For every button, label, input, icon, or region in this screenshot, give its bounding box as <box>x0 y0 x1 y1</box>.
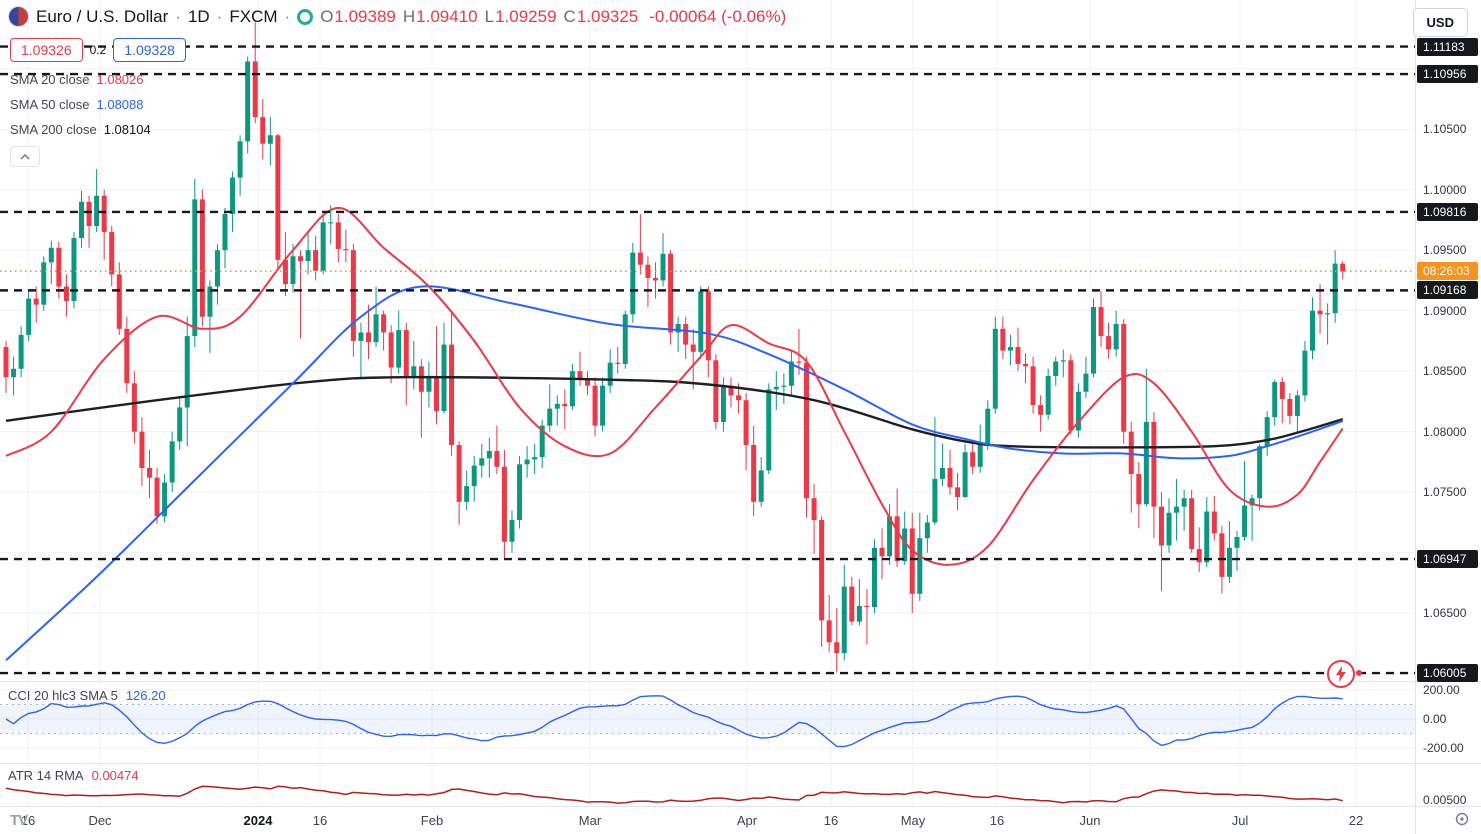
ohlc-high: H 1.09410 <box>402 6 478 26</box>
separator-dot: · <box>284 6 291 26</box>
atr-value: 0.00474 <box>91 768 139 783</box>
price-tick-label: 1.10000 <box>1423 182 1467 197</box>
sma200-value: 1.08104 <box>103 122 151 137</box>
indicator-legend-sma20[interactable]: SMA 20 close 1.08026 <box>10 72 144 87</box>
separator-dot: · <box>216 6 223 26</box>
price-level-badge: 1.09816 <box>1417 202 1478 221</box>
sma20-value: 1.08026 <box>96 72 144 87</box>
atr-pane-legend[interactable]: ATR 14 RMA 0.00474 <box>8 768 139 783</box>
spread-value: 0.2 <box>89 43 107 57</box>
ohlc-open: O 1.09389 <box>320 6 396 26</box>
interval-label[interactable]: 1D <box>187 6 210 26</box>
symbol-logo[interactable] <box>8 6 29 27</box>
currency-toggle-button[interactable]: USD <box>1412 8 1468 37</box>
indicator-legend-sma50[interactable]: SMA 50 close 1.08088 <box>10 97 144 112</box>
cci-tick-label: -200.00 <box>1423 740 1464 755</box>
bid-ask-row: 1.09326 0.2 1.09328 <box>10 38 786 62</box>
ohlc-low: L 1.09259 <box>484 6 557 26</box>
price-level-badge: 1.11183 <box>1417 37 1478 56</box>
tradingview-logo[interactable]: TV <box>10 812 28 829</box>
bar-countdown-badge: 08:26:03 <box>1417 262 1478 281</box>
buy-price-button[interactable]: 1.09328 <box>113 38 186 62</box>
chevron-up-icon <box>20 153 30 160</box>
cci-tick-label: 200.00 <box>1423 683 1460 698</box>
price-tick-label: 1.09000 <box>1423 303 1467 318</box>
price-tick-label: 1.09500 <box>1423 243 1467 258</box>
symbol-title[interactable]: Euro / U.S. Dollar <box>36 6 169 26</box>
price-tick-label: 1.07500 <box>1423 485 1467 500</box>
market-status-icon <box>297 8 314 25</box>
symbol-header-row: Euro / U.S. Dollar · 1D · FXCM · O 1.093… <box>8 6 786 27</box>
price-tick-label: 1.10500 <box>1423 122 1467 137</box>
price-level-badge: 1.09168 <box>1417 281 1478 300</box>
price-tick-label: 1.08500 <box>1423 364 1467 379</box>
price-axis[interactable]: 1.10500 1.10000 1.09500 1.09000 1.08500 1.080… <box>1416 0 1481 834</box>
cci-pane-legend[interactable]: CCI 20 hlc3 SMA 5 126.20 <box>8 688 166 703</box>
separator-dot: · <box>175 6 181 26</box>
lightning-marker-icon[interactable] <box>1327 660 1355 688</box>
price-tick-label: 1.08000 <box>1423 424 1467 439</box>
cci-value: 126.20 <box>125 688 166 703</box>
ohlc-close: C 1.09325 <box>563 6 639 26</box>
level-end-dot <box>1356 670 1362 676</box>
sma50-value: 1.08088 <box>96 97 144 112</box>
exchange-label[interactable]: FXCM <box>229 6 278 26</box>
price-level-badge: 1.06947 <box>1417 550 1478 569</box>
indicator-legend-sma200[interactable]: SMA 200 close 1.08104 <box>10 122 151 137</box>
change-value: -0.00064 (-0.06%) <box>649 6 787 26</box>
sell-price-button[interactable]: 1.09326 <box>10 38 83 62</box>
atr-tick-label: 0.00500 <box>1423 793 1467 807</box>
chart-legend: Euro / U.S. Dollar · 1D · FXCM · O 1.093… <box>8 6 786 167</box>
axis-settings-icon[interactable] <box>1454 811 1470 832</box>
price-level-badge: 1.10956 <box>1417 65 1478 84</box>
price-level-badge: 1.06005 <box>1417 664 1478 683</box>
price-tick-label: 1.06500 <box>1423 606 1467 621</box>
collapse-indicators-button[interactable] <box>10 146 40 167</box>
cci-tick-label: 0.00 <box>1423 712 1447 726</box>
